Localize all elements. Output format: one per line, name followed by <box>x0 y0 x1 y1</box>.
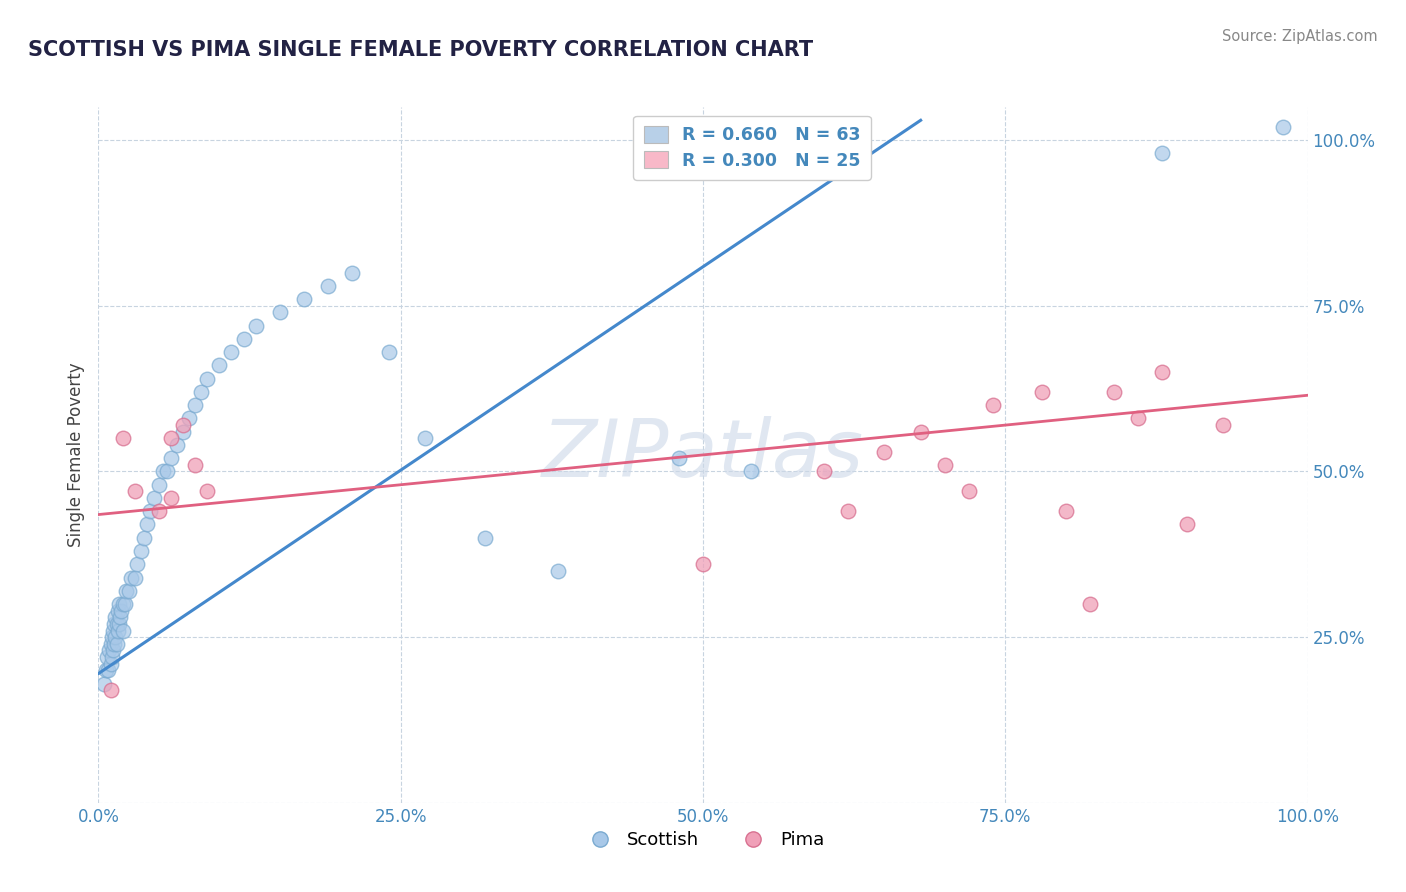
Point <box>474 531 496 545</box>
Point <box>139 504 162 518</box>
Point <box>1054 504 1077 518</box>
Point <box>172 418 194 433</box>
Point <box>813 153 835 167</box>
Point <box>111 597 134 611</box>
Point <box>342 266 364 280</box>
Point <box>195 372 218 386</box>
Point <box>547 564 569 578</box>
Point <box>104 630 127 644</box>
Point <box>692 558 714 572</box>
Point <box>100 657 122 671</box>
Point <box>100 637 122 651</box>
Point <box>129 544 152 558</box>
Point <box>111 624 134 638</box>
Point <box>105 616 128 631</box>
Point <box>413 431 436 445</box>
Text: SCOTTISH VS PIMA SINGLE FEMALE POVERTY CORRELATION CHART: SCOTTISH VS PIMA SINGLE FEMALE POVERTY C… <box>28 40 813 60</box>
Point <box>111 431 134 445</box>
Point <box>981 398 1004 412</box>
Point <box>152 465 174 479</box>
Point <box>96 650 118 665</box>
Point <box>103 616 125 631</box>
Point <box>93 676 115 690</box>
Point <box>143 491 166 505</box>
Point <box>110 604 132 618</box>
Point <box>910 425 932 439</box>
Point <box>135 517 157 532</box>
Point <box>101 624 124 638</box>
Point <box>148 477 170 491</box>
Text: Source: ZipAtlas.com: Source: ZipAtlas.com <box>1222 29 1378 44</box>
Point <box>1078 597 1101 611</box>
Point <box>195 484 218 499</box>
Point <box>668 451 690 466</box>
Point <box>105 637 128 651</box>
Point <box>1152 146 1174 161</box>
Point <box>316 279 339 293</box>
Point <box>134 531 156 545</box>
Point <box>292 292 315 306</box>
Point <box>208 359 231 373</box>
Point <box>179 411 201 425</box>
Point <box>377 345 399 359</box>
Point <box>1102 384 1125 399</box>
Point <box>184 398 207 412</box>
Point <box>221 345 243 359</box>
Y-axis label: Single Female Poverty: Single Female Poverty <box>67 363 86 547</box>
Point <box>101 643 124 657</box>
Point <box>1175 517 1198 532</box>
Point <box>957 484 980 499</box>
Point <box>184 458 207 472</box>
Point <box>103 637 125 651</box>
Point <box>160 491 183 505</box>
Point <box>148 504 170 518</box>
Point <box>1272 120 1295 134</box>
Point <box>108 610 131 624</box>
Point <box>156 465 179 479</box>
Point <box>934 458 956 472</box>
Point <box>1031 384 1053 399</box>
Point <box>160 451 183 466</box>
Point <box>108 597 131 611</box>
Point <box>127 558 149 572</box>
Point <box>1152 365 1174 379</box>
Legend: Scottish, Pima: Scottish, Pima <box>575 824 831 856</box>
Point <box>118 583 141 598</box>
Point <box>269 305 291 319</box>
Point <box>104 610 127 624</box>
Point <box>166 438 188 452</box>
Point <box>107 624 129 638</box>
Point <box>120 570 142 584</box>
Point <box>1212 418 1234 433</box>
Point <box>115 583 138 598</box>
Point <box>97 663 120 677</box>
Point <box>813 465 835 479</box>
Point <box>100 683 122 698</box>
Point <box>94 663 117 677</box>
Point <box>124 570 146 584</box>
Point <box>100 650 122 665</box>
Point <box>190 384 212 399</box>
Point <box>232 332 254 346</box>
Point <box>114 597 136 611</box>
Point <box>245 318 267 333</box>
Point <box>160 431 183 445</box>
Point <box>98 643 121 657</box>
Point <box>1128 411 1150 425</box>
Point <box>100 630 122 644</box>
Point <box>740 465 762 479</box>
Point <box>172 425 194 439</box>
Point <box>837 504 859 518</box>
Point <box>873 444 896 458</box>
Point <box>108 616 131 631</box>
Point <box>124 484 146 499</box>
Point <box>107 604 129 618</box>
Text: ZIPatlas: ZIPatlas <box>541 416 865 494</box>
